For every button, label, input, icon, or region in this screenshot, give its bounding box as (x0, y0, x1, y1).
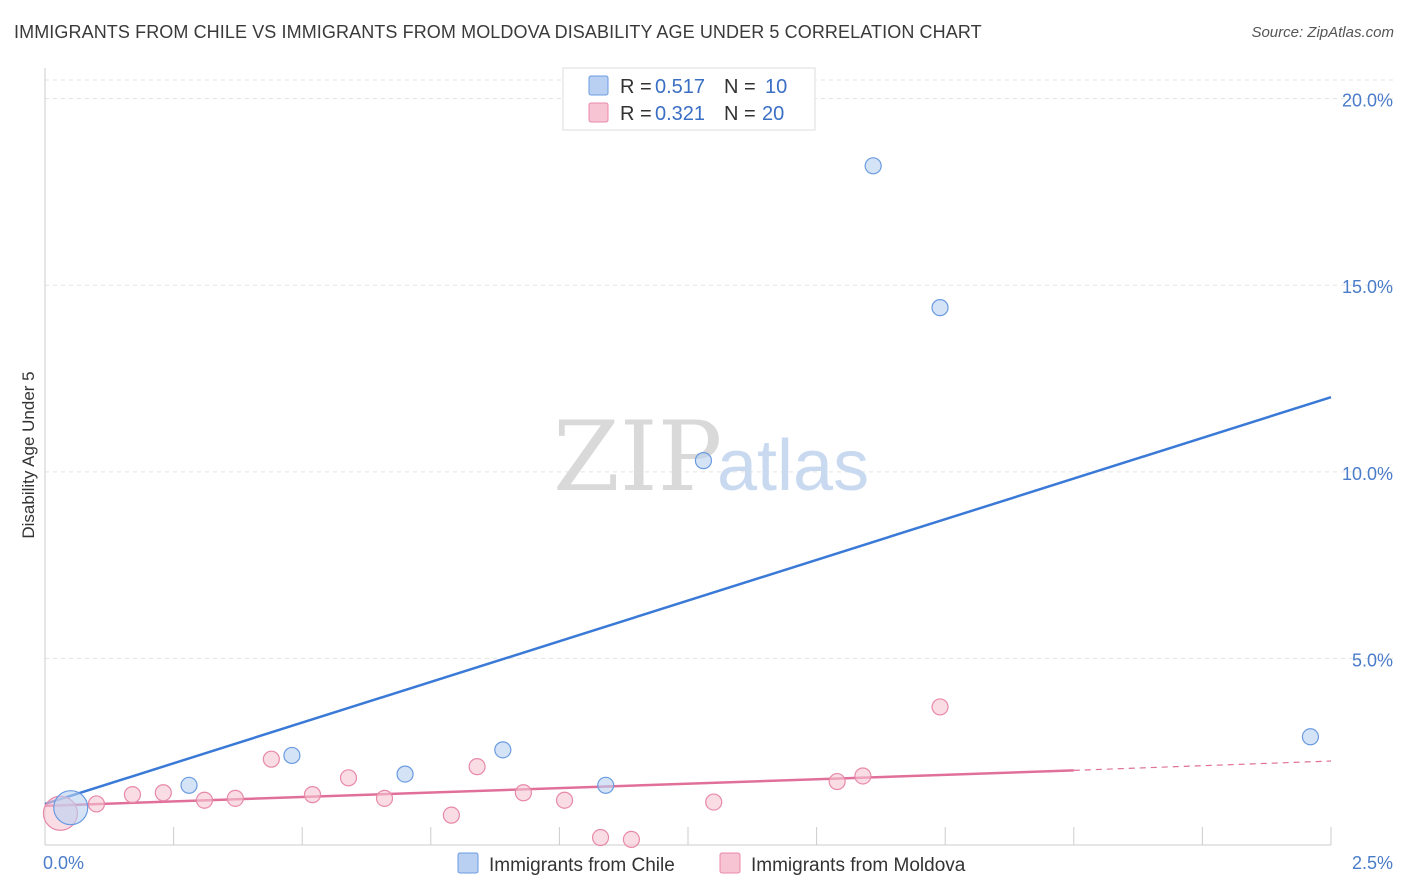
legend-swatch-moldova (588, 102, 609, 123)
legend-r-label-moldova: R = (620, 103, 652, 125)
point-chile-2 (283, 746, 301, 765)
bottom-legend: Immigrants from Chile Immigrants from Mo… (457, 852, 966, 876)
bottom-legend-label-chile: Immigrants from Chile (489, 855, 675, 876)
point-moldova-11 (468, 758, 486, 776)
point-moldova-2 (123, 786, 142, 804)
top-legend: R = 0.517 N = 10 R = 0.321 N = 20 (562, 67, 816, 131)
point-moldova-8 (339, 769, 358, 787)
point-moldova-6 (262, 750, 280, 768)
point-moldova-3 (154, 784, 172, 802)
y-tick-label-3: 20.0% (1342, 91, 1393, 111)
watermark-atlas: atlas (717, 426, 869, 506)
point-chile-4 (494, 741, 512, 759)
legend-n-value-chile: 10 (765, 76, 787, 98)
point-chile-6 (694, 452, 713, 470)
point-chile-1 (180, 776, 198, 794)
legend-n-label-chile: N = (724, 76, 756, 98)
legend-r-value-moldova: 0.321 (655, 103, 705, 125)
y-axis-label: Disability Age Under 5 (19, 371, 38, 538)
axes (44, 68, 1332, 846)
x-tick-label-0: 0.0% (43, 853, 84, 873)
tick-labels: 5.0% 10.0% 15.0% 20.0% 0.0% 2.5% (43, 91, 1393, 873)
x-tick-label-1: 2.5% (1352, 853, 1393, 873)
point-moldova-7 (303, 786, 322, 804)
point-moldova-9 (375, 789, 394, 807)
legend-n-value-moldova: 20 (762, 103, 784, 125)
bottom-legend-swatch-moldova (719, 852, 741, 874)
source-label: Source: ZipAtlas.com (1251, 24, 1394, 41)
point-chile-5 (597, 776, 615, 794)
point-moldova-19 (931, 698, 949, 716)
watermark-zip: ZIP (553, 401, 722, 513)
point-chile-0 (53, 790, 89, 826)
y-tick-label-1: 10.0% (1342, 464, 1393, 484)
point-moldova-4 (195, 791, 214, 809)
point-moldova-5 (226, 789, 244, 807)
trend-lines (44, 396, 1332, 808)
y-tick-label-0: 5.0% (1352, 650, 1393, 670)
trend-line-1 (44, 769, 1074, 808)
point-moldova-18 (854, 767, 872, 785)
legend-r-label-chile: R = (620, 76, 652, 98)
point-chile-9 (1301, 728, 1320, 746)
point-moldova-12 (514, 784, 532, 802)
point-chile-8 (931, 299, 949, 317)
watermark: ZIP atlas (553, 401, 869, 513)
bottom-legend-label-moldova: Immigrants from Moldova (751, 855, 966, 876)
trend-line-0 (44, 396, 1332, 806)
legend-n-label-moldova: N = (724, 103, 756, 125)
legend-r-value-chile: 0.517 (655, 76, 705, 98)
point-moldova-14 (591, 828, 610, 847)
point-moldova-16 (705, 793, 723, 811)
grid-lines (45, 79, 1393, 659)
point-chile-7 (864, 157, 882, 175)
y-tick-label-2: 15.0% (1342, 277, 1393, 297)
chart-title: IMMIGRANTS FROM CHILE VS IMMIGRANTS FROM… (14, 22, 982, 42)
trend-line-dashed-1 (1073, 760, 1332, 771)
point-chile-3 (396, 765, 414, 783)
data-points (42, 157, 1320, 849)
point-moldova-1 (87, 795, 106, 813)
bottom-legend-swatch-chile (457, 852, 479, 874)
legend-swatch-chile (588, 75, 609, 96)
point-moldova-15 (622, 830, 641, 849)
point-moldova-13 (555, 791, 574, 809)
point-moldova-17 (828, 772, 846, 791)
point-moldova-10 (442, 806, 460, 824)
